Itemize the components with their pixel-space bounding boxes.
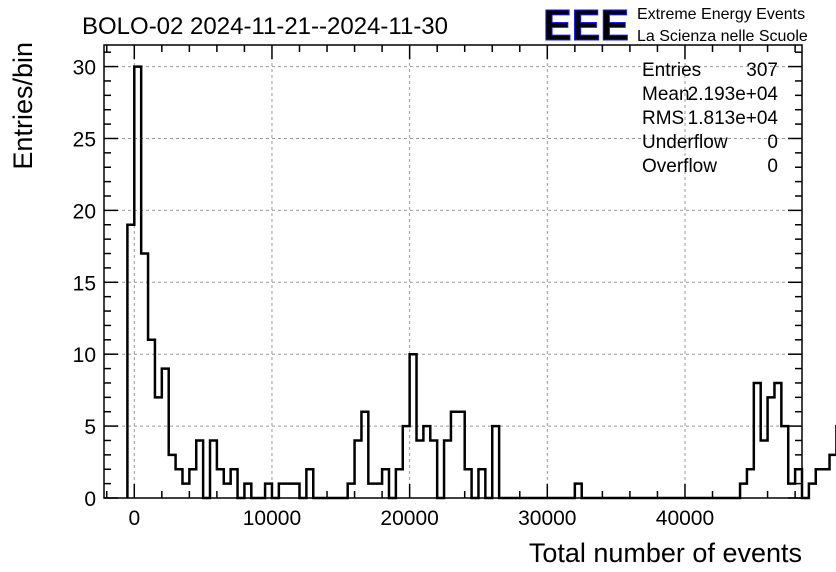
y-tick-label: 10 xyxy=(73,344,96,367)
y-tick-label: 0 xyxy=(84,488,96,511)
stats-overflow-value: 0 xyxy=(767,156,778,177)
y-tick-label: 20 xyxy=(73,200,96,223)
x-tick-label: 40000 xyxy=(656,507,714,530)
stats-underflow-value: 0 xyxy=(767,132,778,153)
stats-mean-label: Mean xyxy=(642,84,690,105)
stats-rms-label: RMS xyxy=(642,108,684,129)
eee-logo-line1: Extreme Energy Events xyxy=(637,6,805,23)
grid xyxy=(104,45,802,498)
x-tick-label: 10000 xyxy=(243,507,301,530)
y-tick-label: 15 xyxy=(73,272,96,295)
stats-rms-value: 1.813e+04 xyxy=(688,108,779,129)
y-axis-ticks: 0 5 10 15 20 25 30 xyxy=(73,51,802,511)
y-tick-label: 5 xyxy=(84,416,96,439)
y-tick-label: 25 xyxy=(73,128,96,151)
histogram-line xyxy=(126,65,836,500)
eee-logo-line2: La Scienza nelle Scuole xyxy=(637,28,808,45)
stats-overflow-label: Overflow xyxy=(642,156,717,177)
y-axis-label: Entries/bin xyxy=(8,42,38,170)
stats-mean-value: 2.193e+04 xyxy=(688,84,779,105)
plot-frame xyxy=(103,44,803,499)
eee-logo-mark: EEE xyxy=(543,1,629,50)
x-tick-label: 30000 xyxy=(518,507,576,530)
chart-title: BOLO-02 2024-11-21--2024-11-30 xyxy=(82,13,448,40)
y-tick-label: 30 xyxy=(73,57,96,80)
x-axis-ticks: 0 10000 20000 30000 40000 xyxy=(106,45,796,530)
stats-entries-value: 307 xyxy=(746,60,778,81)
x-tick-label: 20000 xyxy=(380,507,438,530)
stats-underflow-label: Underflow xyxy=(642,132,728,153)
x-tick-label: 0 xyxy=(128,507,140,530)
stats-entries-label: Entries xyxy=(642,60,701,81)
eee-logo: EEE Extreme Energy Events La Scienza nel… xyxy=(543,1,808,51)
x-axis-label: Total number of events xyxy=(529,538,802,568)
